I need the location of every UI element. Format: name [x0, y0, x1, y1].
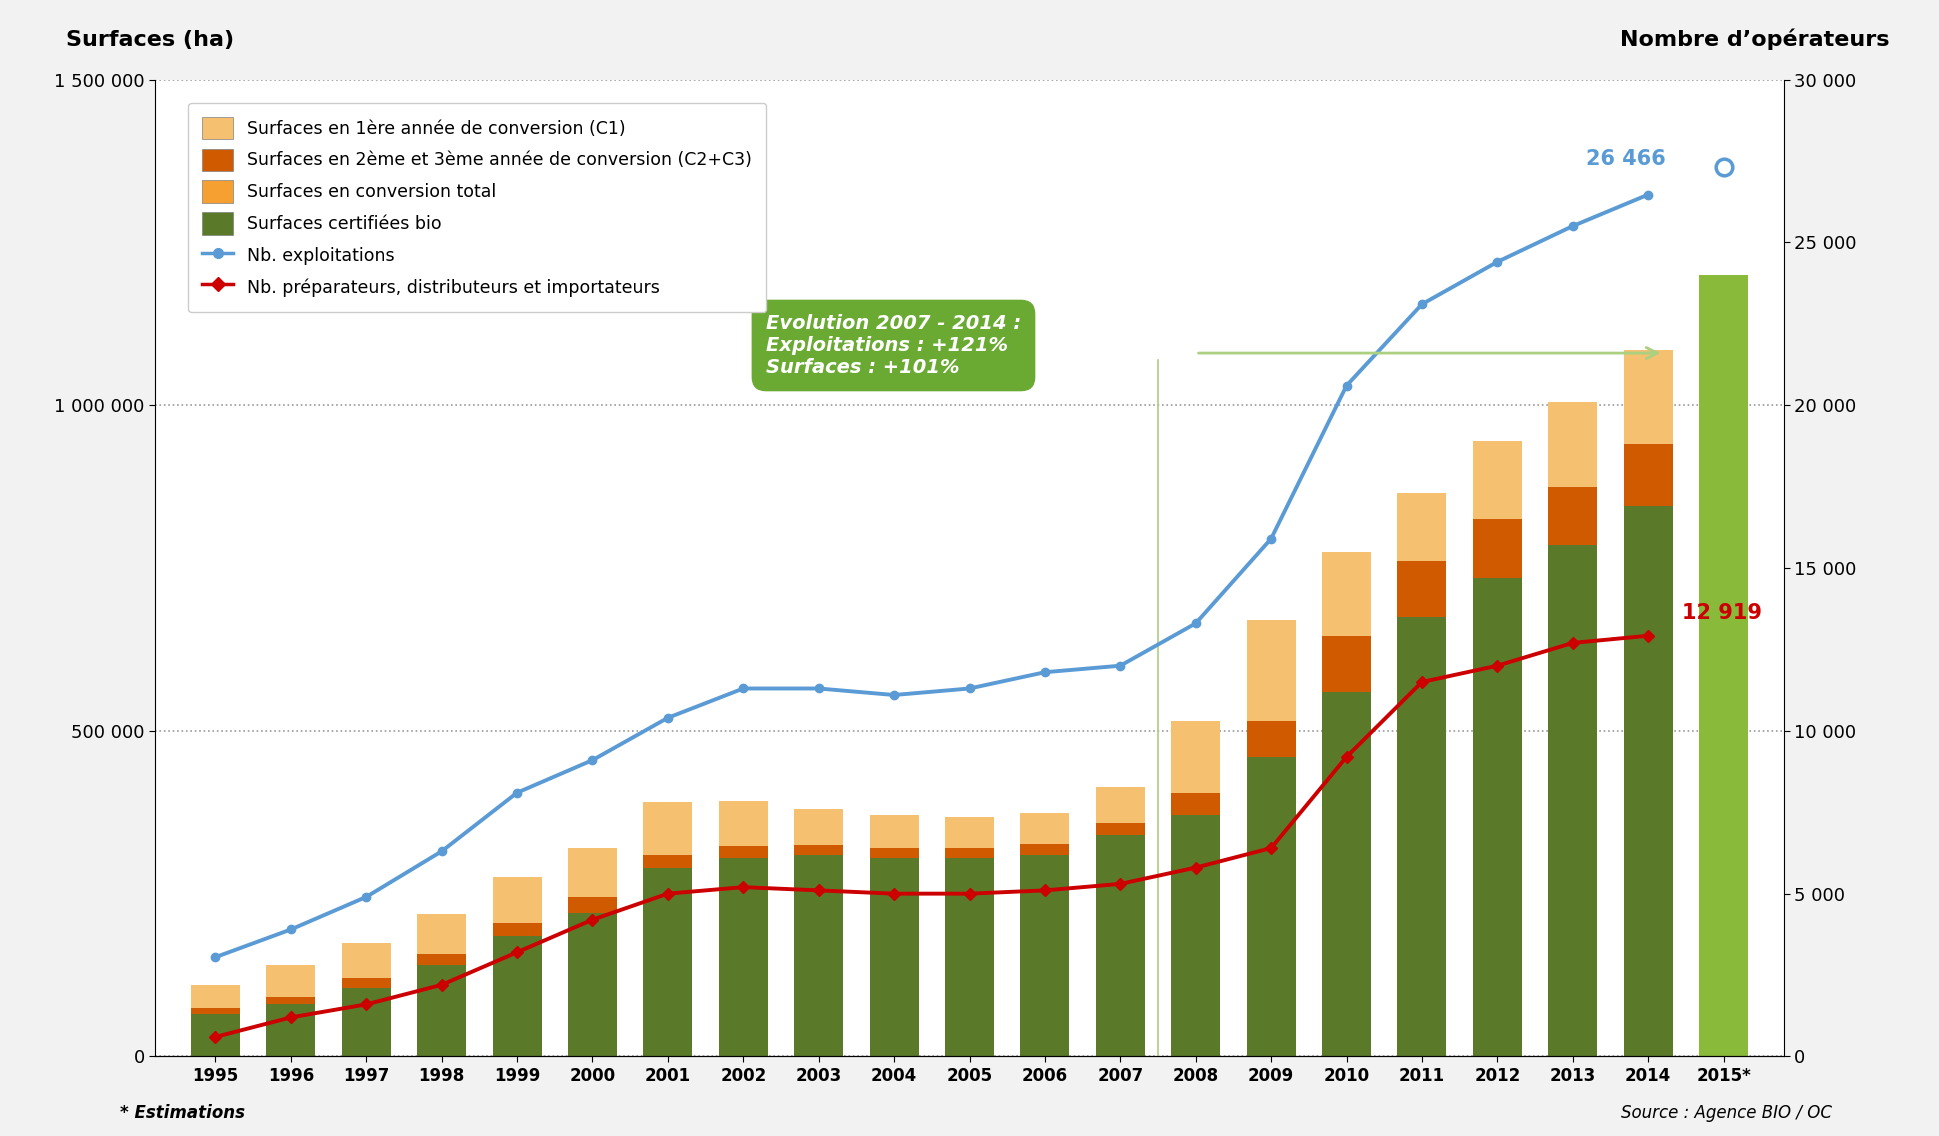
Bar — [644, 854, 692, 868]
Bar — [266, 996, 316, 1004]
Bar — [644, 868, 692, 1056]
Bar — [568, 897, 617, 913]
Bar — [417, 914, 465, 953]
Bar — [1474, 519, 1522, 578]
Bar — [1623, 507, 1673, 1056]
Bar — [1398, 617, 1446, 1056]
Bar — [1547, 486, 1598, 545]
Bar — [869, 849, 919, 858]
Bar — [1623, 444, 1673, 507]
Text: * Estimations: * Estimations — [120, 1104, 244, 1122]
Bar — [190, 1008, 240, 1014]
Bar — [568, 913, 617, 1056]
Text: Nombre d’opérateurs: Nombre d’opérateurs — [1621, 28, 1891, 50]
Bar — [190, 1014, 240, 1056]
Text: Evolution 2007 - 2014 :
Exploitations : +121%
Surfaces : +101%: Evolution 2007 - 2014 : Exploitations : … — [766, 314, 1022, 377]
Bar — [869, 858, 919, 1056]
Text: 12 919: 12 919 — [1681, 603, 1763, 623]
Bar — [869, 816, 919, 849]
Legend: Surfaces en 1ère année de conversion (C1), Surfaces en 2ème et 3ème année de con: Surfaces en 1ère année de conversion (C1… — [188, 103, 766, 312]
Bar — [719, 801, 768, 846]
Bar — [1398, 561, 1446, 617]
Bar — [1096, 835, 1144, 1056]
Bar — [1171, 793, 1220, 816]
Bar — [719, 858, 768, 1056]
Bar — [1322, 552, 1371, 636]
Bar — [795, 845, 843, 854]
Bar — [1247, 620, 1295, 721]
Bar — [341, 988, 392, 1056]
Text: Surfaces (ha): Surfaces (ha) — [66, 31, 235, 50]
Bar — [1020, 844, 1070, 854]
Bar — [795, 809, 843, 845]
Bar — [1096, 787, 1144, 824]
Bar — [266, 1004, 316, 1056]
Bar — [1474, 441, 1522, 519]
Bar — [1247, 721, 1295, 757]
Text: 26 466: 26 466 — [1586, 149, 1666, 168]
Bar — [341, 978, 392, 988]
Bar — [795, 854, 843, 1056]
Bar — [1547, 402, 1598, 486]
Bar — [1322, 692, 1371, 1056]
Bar — [1171, 721, 1220, 793]
Bar — [1096, 824, 1144, 835]
Bar — [644, 802, 692, 854]
Bar — [417, 966, 465, 1056]
Bar — [266, 966, 316, 996]
Bar — [190, 985, 240, 1008]
Bar — [1623, 350, 1673, 444]
Bar — [417, 953, 465, 966]
Bar — [719, 846, 768, 858]
Bar — [944, 849, 995, 858]
Bar — [341, 943, 392, 978]
Bar — [1474, 578, 1522, 1056]
Bar — [944, 858, 995, 1056]
Bar — [1699, 275, 1749, 1056]
Bar — [1547, 545, 1598, 1056]
Bar — [1247, 757, 1295, 1056]
Bar — [493, 922, 541, 936]
Bar — [944, 817, 995, 849]
Bar — [493, 877, 541, 922]
Text: Source : Agence BIO / OC: Source : Agence BIO / OC — [1621, 1104, 1832, 1122]
Bar — [568, 849, 617, 897]
Bar — [1171, 816, 1220, 1056]
Bar — [1020, 854, 1070, 1056]
Bar — [493, 936, 541, 1056]
Bar — [1398, 493, 1446, 561]
Bar — [1322, 636, 1371, 692]
Bar — [1020, 813, 1070, 844]
